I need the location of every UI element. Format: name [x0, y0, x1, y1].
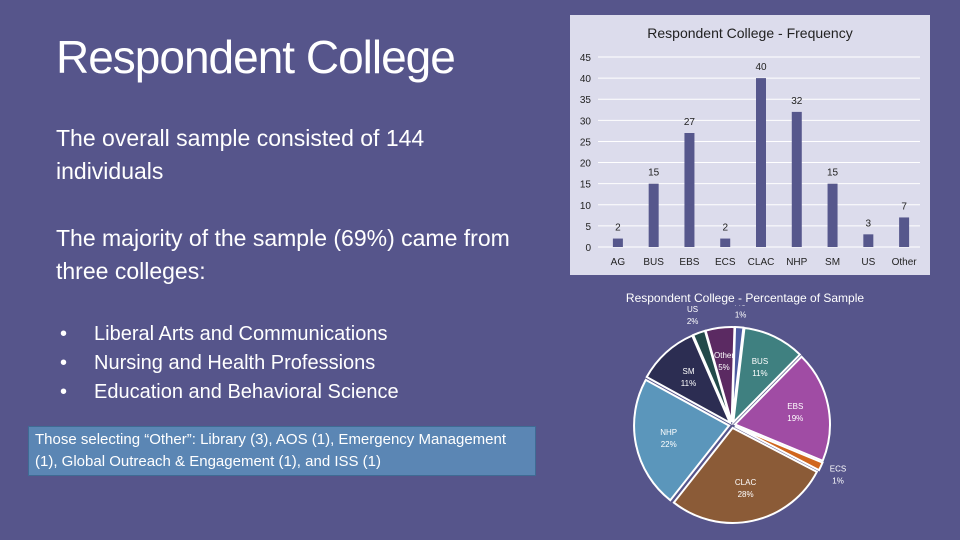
- bar-ECS: [720, 238, 731, 247]
- data-label: 7: [901, 201, 907, 212]
- sample-size-text: The overall sample consisted of 144 indi…: [56, 125, 425, 184]
- list-item-label: Liberal Arts and Communications: [94, 323, 388, 345]
- data-label: 2: [722, 223, 728, 234]
- pie-label-percent: 19%: [787, 414, 803, 423]
- y-tick-label: 15: [580, 180, 592, 191]
- y-tick-label: 0: [585, 243, 591, 254]
- pie-label-category: CLAC: [735, 478, 757, 487]
- data-label: 15: [827, 168, 839, 179]
- x-tick-label: ECS: [715, 257, 736, 268]
- pie-slice-BUS: [731, 326, 802, 426]
- pie-label-category: ECS: [830, 464, 846, 473]
- pie-label-category: Other: [714, 351, 734, 360]
- pie-label-percent: 1%: [832, 476, 844, 485]
- bar-CLAC: [756, 78, 766, 247]
- percentage-pie-chart: AG 1% BUS 11% EBS 19% ECS 1% CLAC 28% NHP 22% SM 11% U…: [633, 305, 846, 524]
- y-tick-label: 25: [580, 137, 592, 148]
- y-tick-label: 5: [585, 222, 591, 233]
- pie-label-category: EBS: [787, 402, 803, 411]
- bar-Other: [899, 217, 910, 247]
- pie-label-category: AG: [735, 305, 747, 307]
- pie-label-category: BUS: [752, 357, 768, 366]
- pie-slice-ECS: [734, 425, 824, 472]
- data-label: 40: [755, 62, 767, 73]
- pie-slice-EBS: [733, 355, 831, 463]
- pie-label-category: NHP: [660, 428, 677, 437]
- pie-label: Other 5%: [714, 351, 734, 372]
- list-item: • Education and Behavioral Science: [60, 381, 399, 403]
- majority-text: The majority of the sample (69%) came fr…: [56, 225, 510, 284]
- data-label: 3: [866, 218, 872, 229]
- pie-label: EBS 19%: [787, 402, 803, 423]
- y-tick-label: 30: [580, 116, 592, 127]
- pie-slice-NHP: [633, 378, 731, 502]
- pie-label: CLAC 28%: [735, 478, 757, 499]
- list-item: • Nursing and Health Professions: [60, 352, 376, 374]
- pie-label: BUS 11%: [752, 357, 768, 378]
- bar-EBS: [684, 133, 695, 247]
- x-tick-label: AG: [611, 257, 626, 268]
- bar-US: [863, 234, 874, 247]
- y-tick-label: 20: [580, 159, 592, 170]
- pie-label-percent: 1%: [735, 310, 747, 319]
- x-tick-label: US: [861, 257, 875, 268]
- other-note-box: Those selecting “Other”: Library (3), AO…: [28, 426, 536, 476]
- pie-chart-title: Respondent College - Percentage of Sampl…: [625, 291, 865, 305]
- pie-slice-SM: [645, 334, 733, 426]
- x-tick-label: BUS: [643, 257, 664, 268]
- y-tick-label: 40: [580, 74, 592, 85]
- list-item: • Liberal Arts and Communications: [60, 323, 388, 345]
- data-label: 32: [791, 96, 803, 107]
- pie-slice-CLAC: [672, 426, 819, 524]
- pie-label: ECS 1%: [830, 464, 846, 485]
- pie-label-percent: 5%: [718, 363, 730, 372]
- x-tick-label: Other: [892, 257, 918, 268]
- pie-label: US 2%: [687, 305, 699, 326]
- data-label: 15: [648, 168, 660, 179]
- bar-BUS: [648, 183, 659, 247]
- pie-label-percent: 28%: [738, 490, 754, 499]
- slide-title: Respondent College: [56, 31, 456, 83]
- pie-label: NHP 22%: [660, 428, 677, 449]
- bar-AG: [612, 238, 623, 247]
- pie-label-percent: 22%: [661, 440, 677, 449]
- pie-label-category: SM: [682, 367, 694, 376]
- pie-label-category: US: [687, 305, 698, 314]
- y-tick-label: 35: [580, 95, 592, 106]
- college-list: • Liberal Arts and Communications • Nursin…: [56, 320, 399, 407]
- list-item-label: Nursing and Health Professions: [94, 352, 376, 374]
- x-tick-label: EBS: [679, 257, 699, 268]
- bar-chart-svg: Respondent College - Frequency 0 5 10 15 20 25…: [580, 25, 920, 268]
- pie-label: SM 11%: [681, 367, 696, 388]
- x-tick-label: SM: [825, 257, 840, 268]
- pie-label-percent: 11%: [752, 369, 767, 378]
- bar-NHP: [791, 111, 802, 247]
- bar-chart-title: Respondent College - Frequency: [647, 25, 852, 41]
- data-label: 2: [615, 223, 621, 234]
- bar-SM: [827, 183, 838, 247]
- pie-label-percent: 11%: [681, 379, 696, 388]
- x-tick-label: NHP: [786, 257, 807, 268]
- frequency-bar-chart: Respondent College - Frequency 0 5 10 15 20 25…: [570, 15, 930, 275]
- pie-slice-Other: [704, 326, 736, 423]
- list-item-label: Education and Behavioral Science: [94, 381, 399, 403]
- y-tick-label: 10: [580, 201, 592, 212]
- x-tick-label: CLAC: [748, 257, 775, 268]
- pie-label-percent: 2%: [687, 317, 699, 326]
- data-label: 27: [684, 117, 696, 128]
- y-tick-label: 45: [580, 53, 592, 64]
- pie-label: AG 1%: [735, 305, 747, 319]
